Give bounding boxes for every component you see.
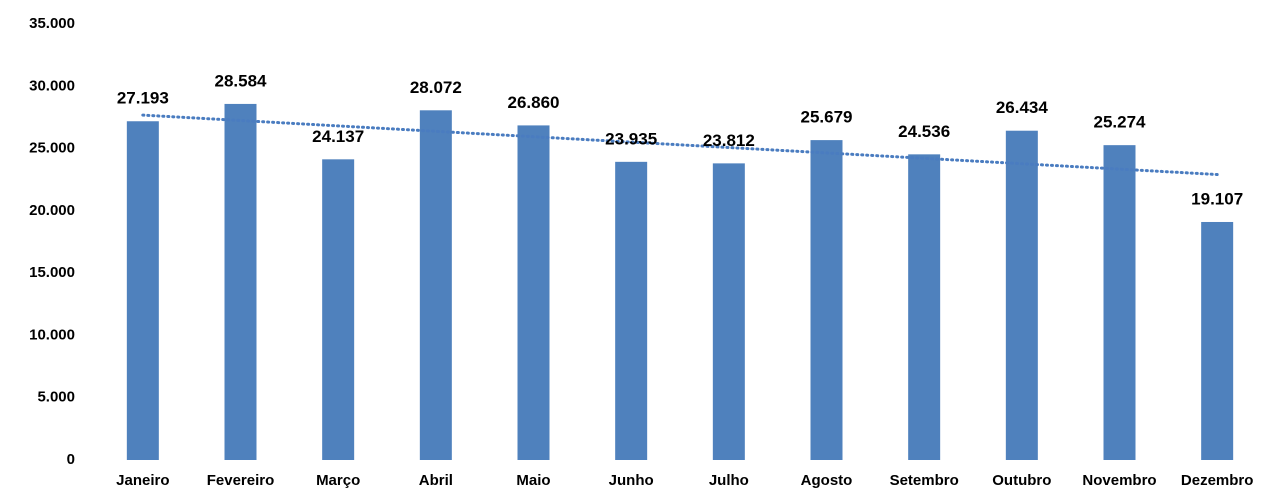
bar bbox=[810, 140, 843, 460]
data-label: 26.434 bbox=[996, 98, 1049, 117]
data-label: 23.935 bbox=[605, 129, 657, 148]
data-label: 23.812 bbox=[703, 131, 755, 150]
x-tick-label: Maio bbox=[516, 472, 550, 489]
x-tick-label: Abril bbox=[419, 472, 453, 489]
bar bbox=[712, 163, 745, 460]
x-tick-label: Junho bbox=[609, 472, 654, 489]
x-tick-label: Janeiro bbox=[116, 472, 169, 489]
data-label: 28.072 bbox=[410, 78, 462, 97]
x-tick-label: Dezembro bbox=[1181, 472, 1254, 489]
bar bbox=[1103, 145, 1136, 460]
x-tick-label: Fevereiro bbox=[207, 472, 275, 489]
data-label: 24.536 bbox=[898, 122, 950, 141]
y-tick-label: 15.000 bbox=[29, 264, 75, 281]
data-label: 25.679 bbox=[801, 108, 853, 127]
data-label: 28.584 bbox=[215, 71, 268, 90]
x-tick-label: Agosto bbox=[801, 472, 853, 489]
x-tick-label: Julho bbox=[709, 472, 749, 489]
x-tick-label: Março bbox=[316, 472, 360, 489]
bar bbox=[126, 121, 159, 460]
bar bbox=[322, 159, 355, 460]
bar bbox=[908, 154, 941, 460]
bar bbox=[1201, 221, 1234, 460]
x-tick-label: Setembro bbox=[890, 472, 959, 489]
y-tick-label: 20.000 bbox=[29, 202, 75, 219]
data-label: 24.137 bbox=[312, 127, 364, 146]
bar bbox=[1005, 130, 1038, 460]
data-label: 27.193 bbox=[117, 89, 169, 108]
bar bbox=[517, 125, 550, 460]
data-label: 19.107 bbox=[1191, 189, 1243, 208]
x-tick-label: Novembro bbox=[1082, 472, 1156, 489]
x-tick-label: Outubro bbox=[992, 472, 1051, 489]
y-tick-label: 10.000 bbox=[29, 326, 75, 343]
data-label: 25.274 bbox=[1094, 113, 1147, 132]
bar bbox=[224, 103, 257, 461]
y-tick-label: 25.000 bbox=[29, 140, 75, 157]
y-tick-label: 35.000 bbox=[29, 15, 75, 32]
y-tick-label: 0 bbox=[67, 451, 75, 468]
y-tick-label: 5.000 bbox=[37, 389, 75, 406]
y-tick-label: 30.000 bbox=[29, 77, 75, 94]
bar bbox=[419, 110, 452, 460]
bar bbox=[615, 161, 648, 460]
data-label: 26.860 bbox=[508, 93, 560, 112]
trendline bbox=[141, 113, 1219, 177]
